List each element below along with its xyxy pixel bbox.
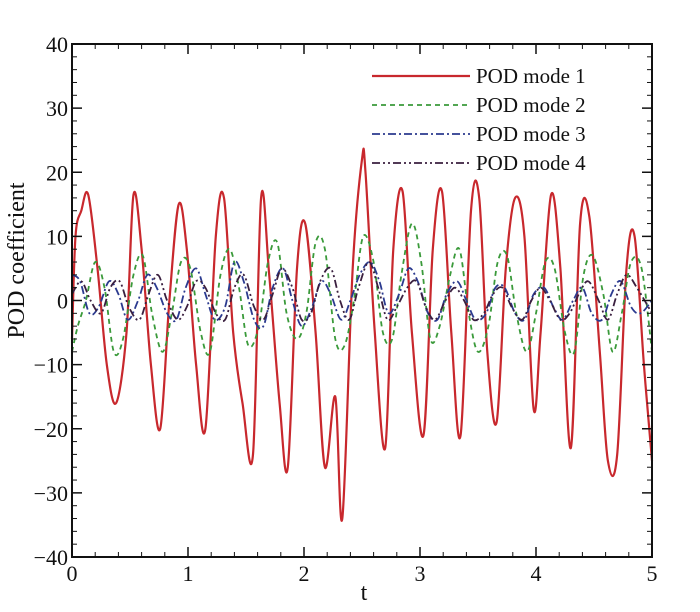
series-layer bbox=[70, 147, 654, 522]
series-line-mode-2 bbox=[71, 222, 653, 357]
y-tick-label: 20 bbox=[46, 160, 68, 185]
x-tick-label: 5 bbox=[647, 561, 658, 586]
ticks-layer bbox=[71, 43, 653, 558]
y-tick-label: 40 bbox=[46, 32, 68, 57]
y-tick-label: 0 bbox=[57, 289, 68, 314]
legend-label-mode-4: POD mode 4 bbox=[476, 151, 586, 175]
x-tick-label: 1 bbox=[183, 561, 194, 586]
y-tick-label: −40 bbox=[34, 545, 68, 570]
legend-label-mode-3: POD mode 3 bbox=[476, 122, 586, 146]
series-line-mode-3 bbox=[71, 260, 653, 330]
plot-frame bbox=[71, 43, 653, 558]
y-axis-title: POD coefficient bbox=[4, 182, 30, 339]
legend-label-mode-1: POD mode 1 bbox=[476, 64, 586, 88]
plot-area bbox=[70, 43, 654, 558]
tick-labels: 0 1 2 3 4 5 −40 −30 −20 −10 0 10 20 30 40 bbox=[34, 32, 658, 586]
series-line-mode-1 bbox=[70, 147, 654, 522]
y-tick-label: −10 bbox=[34, 353, 68, 378]
y-tick-label: −20 bbox=[34, 417, 68, 442]
y-tick-label: 10 bbox=[46, 224, 68, 249]
x-tick-label: 4 bbox=[531, 561, 542, 586]
y-tick-label: −30 bbox=[34, 481, 68, 506]
series-line-mode-4 bbox=[71, 261, 653, 323]
y-tick-label: 30 bbox=[46, 96, 68, 121]
x-tick-label: 2 bbox=[299, 561, 310, 586]
legend-label-mode-2: POD mode 2 bbox=[476, 93, 586, 117]
legend: POD mode 1 POD mode 2 POD mode 3 POD mode 4 bbox=[372, 64, 586, 175]
x-tick-label: 0 bbox=[67, 561, 78, 586]
x-tick-label: 3 bbox=[415, 561, 426, 586]
x-axis-title: t bbox=[361, 580, 368, 606]
